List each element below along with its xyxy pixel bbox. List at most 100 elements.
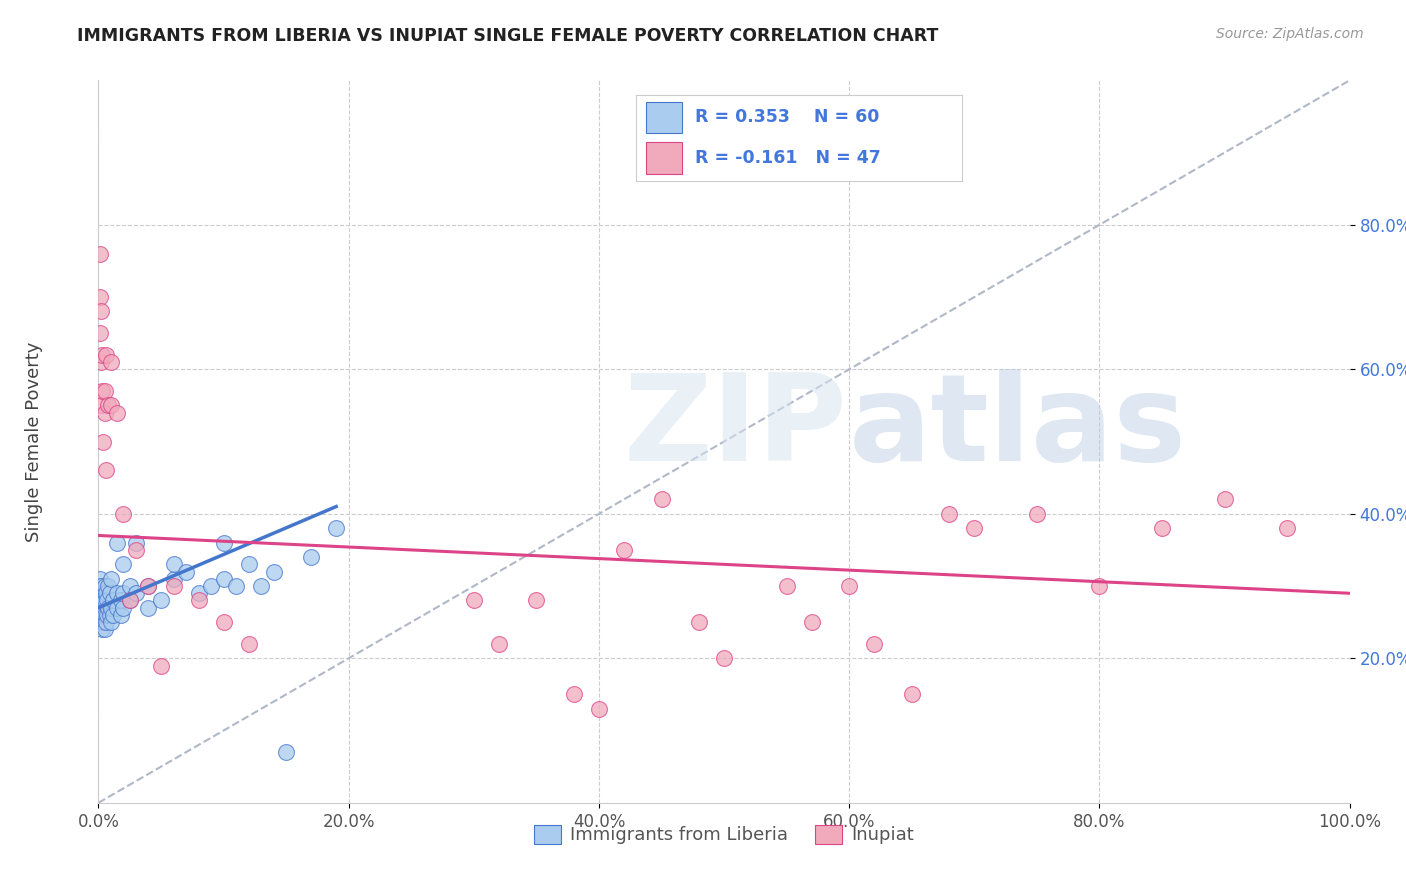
Point — [463, 593, 485, 607]
Point — [112, 586, 135, 600]
Point — [187, 593, 209, 607]
Point — [118, 593, 141, 607]
Point — [91, 348, 114, 362]
Point — [93, 593, 115, 607]
Point — [89, 326, 111, 340]
Point — [1213, 492, 1236, 507]
Point — [162, 558, 184, 572]
Point — [238, 558, 260, 572]
Point — [138, 579, 160, 593]
Point — [650, 492, 672, 507]
Point — [100, 398, 122, 412]
Point — [91, 623, 114, 637]
Point — [89, 572, 111, 586]
Point — [125, 535, 148, 549]
Point — [89, 586, 111, 600]
Point — [138, 600, 160, 615]
Point — [162, 572, 184, 586]
Point — [90, 398, 112, 412]
Point — [93, 615, 115, 630]
Point — [162, 579, 184, 593]
Point — [110, 593, 132, 607]
Point — [93, 384, 115, 398]
Point — [613, 542, 636, 557]
Point — [100, 572, 122, 586]
Point — [97, 579, 120, 593]
Point — [963, 521, 986, 535]
Point — [93, 434, 115, 449]
Point — [94, 348, 117, 362]
Point — [112, 558, 135, 572]
Point — [91, 600, 114, 615]
Point — [89, 600, 111, 615]
Point — [250, 579, 273, 593]
Point — [105, 586, 128, 600]
Point — [94, 615, 117, 630]
Point — [1088, 579, 1111, 593]
Point — [588, 702, 610, 716]
Point — [200, 579, 222, 593]
Point — [150, 593, 173, 607]
Legend: Immigrants from Liberia, Inupiat: Immigrants from Liberia, Inupiat — [527, 818, 921, 852]
Point — [93, 623, 115, 637]
Point — [105, 406, 128, 420]
Point — [93, 579, 115, 593]
Point — [90, 355, 112, 369]
Point — [688, 615, 710, 630]
Point — [562, 687, 585, 701]
Point — [105, 535, 128, 549]
Point — [863, 637, 886, 651]
Point — [91, 586, 114, 600]
Point — [776, 579, 799, 593]
Point — [274, 745, 298, 759]
Point — [91, 384, 114, 398]
Point — [96, 607, 118, 622]
Point — [90, 593, 112, 607]
Point — [800, 615, 823, 630]
Point — [488, 637, 510, 651]
Text: Source: ZipAtlas.com: Source: ZipAtlas.com — [1216, 27, 1364, 41]
Point — [96, 593, 118, 607]
Point — [238, 637, 260, 651]
Point — [90, 579, 112, 593]
Point — [97, 398, 120, 412]
Point — [100, 615, 122, 630]
Point — [89, 607, 111, 622]
Point — [524, 593, 547, 607]
Point — [110, 607, 132, 622]
Point — [263, 565, 285, 579]
Point — [93, 406, 115, 420]
Point — [89, 246, 111, 260]
Y-axis label: Single Female Poverty: Single Female Poverty — [25, 342, 42, 541]
Text: ZIP: ZIP — [624, 368, 848, 485]
Point — [100, 600, 122, 615]
Point — [838, 579, 860, 593]
Point — [125, 542, 148, 557]
Point — [1150, 521, 1173, 535]
Point — [112, 600, 135, 615]
Point — [112, 507, 135, 521]
Point — [118, 579, 141, 593]
Point — [103, 593, 125, 607]
Point — [325, 521, 347, 535]
Point — [938, 507, 960, 521]
Point — [98, 586, 121, 600]
Point — [98, 607, 121, 622]
Text: atlas: atlas — [849, 368, 1187, 485]
Point — [212, 535, 235, 549]
Point — [174, 565, 197, 579]
Text: IMMIGRANTS FROM LIBERIA VS INUPIAT SINGLE FEMALE POVERTY CORRELATION CHART: IMMIGRANTS FROM LIBERIA VS INUPIAT SINGL… — [77, 27, 939, 45]
Point — [299, 550, 322, 565]
Point — [90, 304, 112, 318]
Point — [1026, 507, 1049, 521]
Point — [150, 658, 173, 673]
Point — [93, 593, 115, 607]
Point — [93, 607, 115, 622]
Point — [94, 586, 117, 600]
Point — [103, 607, 125, 622]
Point — [138, 579, 160, 593]
Point — [187, 586, 209, 600]
Point — [225, 579, 247, 593]
Point — [118, 593, 141, 607]
Point — [90, 607, 112, 622]
